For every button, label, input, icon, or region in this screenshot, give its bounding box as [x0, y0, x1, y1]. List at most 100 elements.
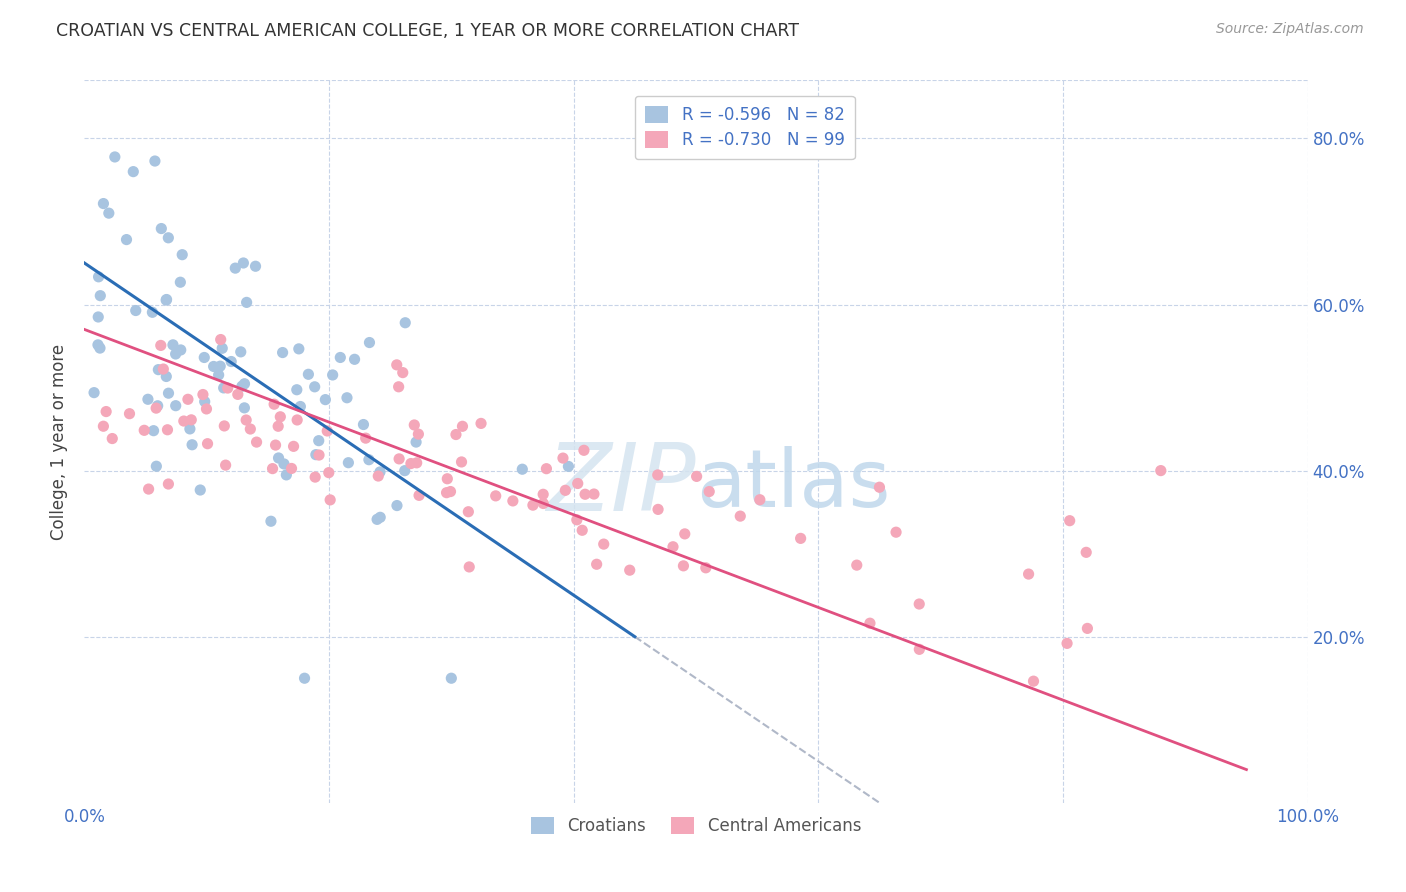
Point	[97, 206, 120, 220]
Point	[394, 316, 416, 330]
Point	[619, 563, 641, 577]
Point	[408, 427, 430, 442]
Point	[748, 492, 770, 507]
Text: CROATIAN VS CENTRAL AMERICAN COLLEGE, 1 YEAR OR MORE CORRELATION CHART: CROATIAN VS CENTRAL AMERICAN COLLEGE, 1 …	[56, 22, 799, 40]
Point	[157, 477, 180, 491]
Point	[1150, 464, 1173, 478]
Point	[264, 438, 287, 452]
Legend: Croatians, Central Americans: Croatians, Central Americans	[524, 810, 868, 841]
Point	[1018, 567, 1040, 582]
Point	[267, 419, 290, 434]
Point	[297, 368, 319, 382]
Point	[685, 469, 707, 483]
Point	[233, 376, 256, 391]
Point	[404, 417, 426, 432]
Point	[554, 483, 576, 498]
Point	[224, 261, 246, 276]
Point	[235, 295, 257, 310]
Point	[157, 386, 180, 401]
Text: ZIP: ZIP	[547, 440, 696, 531]
Point	[172, 248, 194, 262]
Point	[531, 496, 554, 510]
Point	[245, 259, 267, 273]
Point	[337, 456, 360, 470]
Point	[83, 385, 105, 400]
Point	[181, 438, 204, 452]
Point	[197, 436, 219, 450]
Point	[156, 423, 179, 437]
Point	[574, 487, 596, 501]
Point	[582, 487, 605, 501]
Point	[522, 498, 544, 512]
Point	[367, 469, 389, 483]
Point	[457, 505, 479, 519]
Point	[260, 514, 283, 528]
Point	[444, 427, 467, 442]
Point	[869, 480, 891, 494]
Point	[193, 351, 215, 365]
Point	[319, 492, 342, 507]
Point	[87, 269, 110, 284]
Point	[672, 558, 695, 573]
Point	[94, 404, 117, 418]
Point	[219, 354, 242, 368]
Point	[551, 451, 574, 466]
Point	[485, 489, 508, 503]
Point	[283, 439, 305, 453]
Point	[209, 359, 232, 373]
Point	[162, 338, 184, 352]
Point	[155, 369, 177, 384]
Point	[1059, 514, 1081, 528]
Point	[142, 424, 165, 438]
Point	[179, 422, 201, 436]
Point	[385, 358, 408, 372]
Point	[233, 401, 256, 415]
Point	[245, 435, 267, 450]
Point	[290, 400, 312, 414]
Point	[143, 154, 166, 169]
Point	[308, 434, 330, 448]
Point	[314, 392, 336, 407]
Point	[229, 344, 252, 359]
Point	[195, 401, 218, 416]
Point	[308, 448, 330, 462]
Point	[145, 459, 167, 474]
Point	[122, 164, 145, 178]
Point	[695, 561, 717, 575]
Point	[450, 455, 472, 469]
Point	[405, 435, 427, 450]
Point	[329, 351, 352, 365]
Point	[115, 233, 138, 247]
Point	[134, 423, 156, 437]
Point	[271, 345, 294, 359]
Point	[458, 560, 481, 574]
Point	[232, 256, 254, 270]
Point	[118, 407, 141, 421]
Point	[214, 419, 236, 434]
Point	[399, 457, 422, 471]
Point	[125, 303, 148, 318]
Point	[439, 484, 461, 499]
Point	[212, 381, 235, 395]
Point	[359, 335, 381, 350]
Text: atlas: atlas	[696, 446, 890, 524]
Point	[194, 394, 217, 409]
Point	[394, 464, 416, 478]
Point	[388, 451, 411, 466]
Point	[1056, 636, 1078, 650]
Point	[884, 525, 907, 540]
Point	[294, 671, 316, 685]
Point	[354, 431, 377, 445]
Y-axis label: College, 1 year or more: College, 1 year or more	[51, 343, 69, 540]
Point	[262, 461, 284, 475]
Point	[502, 494, 524, 508]
Point	[148, 362, 170, 376]
Point	[789, 532, 811, 546]
Point	[180, 413, 202, 427]
Point	[285, 383, 308, 397]
Point	[571, 523, 593, 537]
Point	[280, 461, 302, 475]
Point	[217, 381, 239, 395]
Point	[845, 558, 868, 573]
Point	[155, 293, 177, 307]
